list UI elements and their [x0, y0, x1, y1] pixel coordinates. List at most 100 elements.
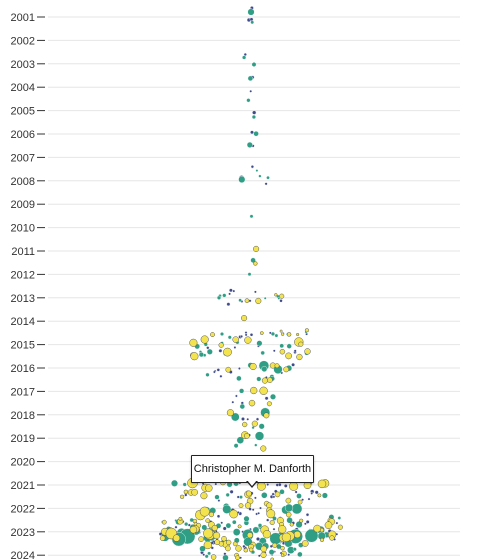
dot-navy-27-4[interactable] — [251, 508, 255, 512]
dot-navy-12-1[interactable] — [253, 290, 257, 294]
dot-yellow-19-3[interactable] — [285, 511, 292, 518]
dot-yellow-8-1[interactable] — [267, 377, 273, 383]
dot-yellow-16-6[interactable] — [205, 484, 213, 492]
dot-yellow-20-9[interactable] — [205, 518, 211, 523]
dot-teal-29-5[interactable] — [214, 494, 220, 500]
dot-teal-32-0[interactable] — [295, 521, 303, 529]
dot-teal-1-0[interactable] — [250, 20, 255, 25]
dot-navy-25-2[interactable] — [314, 490, 319, 495]
dot-yellow-25-3[interactable] — [272, 542, 278, 548]
dot-yellow-26-0[interactable] — [260, 545, 267, 553]
dot-teal-20-4[interactable] — [205, 372, 210, 377]
dot-navy-15-0[interactable] — [218, 348, 223, 353]
dot-yellow-27-0[interactable] — [260, 551, 267, 558]
dot-yellow-21-0[interactable] — [324, 521, 333, 530]
dot-teal-5-0[interactable] — [246, 98, 251, 103]
dot-yellow-23-1[interactable] — [198, 536, 204, 542]
dot-navy-36-4[interactable] — [257, 554, 261, 558]
dot-teal-29-6[interactable] — [321, 492, 328, 499]
dot-teal-31-0[interactable] — [286, 517, 293, 524]
dot-yellow-17-5[interactable] — [191, 488, 198, 496]
dot-teal-25-0[interactable] — [254, 431, 265, 441]
dot-teal-28-8[interactable] — [182, 482, 187, 487]
dot-teal-29-3[interactable] — [296, 493, 302, 499]
dot-teal-20-0[interactable] — [236, 375, 242, 382]
dot-yellow-26-2[interactable] — [243, 547, 249, 553]
dot-yellow-21-4[interactable] — [337, 524, 343, 530]
dot-teal-30-2[interactable] — [222, 504, 232, 514]
dot-navy-15-1[interactable] — [206, 346, 210, 350]
dot-yellow-20-6[interactable] — [269, 519, 275, 526]
dot-navy-12-2[interactable] — [228, 292, 232, 296]
dot-navy-26-3[interactable] — [307, 497, 311, 501]
dot-teal-37-0[interactable] — [222, 554, 229, 560]
dot-navy-27-2[interactable] — [259, 506, 262, 510]
dot-yellow-0-0[interactable] — [253, 245, 260, 252]
dot-yellow-23-8[interactable] — [203, 528, 214, 539]
dot-yellow-14-0[interactable] — [260, 445, 267, 452]
dot-teal-24-0[interactable] — [258, 423, 265, 430]
dot-teal-26-0[interactable] — [233, 443, 239, 449]
dot-navy-18-0[interactable] — [264, 396, 269, 401]
dot-yellow-21-6[interactable] — [211, 524, 218, 532]
dot-yellow-20-8[interactable] — [299, 518, 304, 523]
dot-teal-21-0[interactable] — [270, 393, 277, 400]
dot-navy-15-3[interactable] — [293, 349, 297, 353]
dot-teal-32-7[interactable] — [184, 521, 189, 527]
dot-teal-36-3[interactable] — [292, 547, 297, 552]
dot-yellow-24-5[interactable] — [172, 534, 181, 542]
dot-teal-31-3[interactable] — [272, 516, 277, 521]
dot-yellow-16-7[interactable] — [317, 479, 327, 489]
dot-yellow-4-2[interactable] — [296, 332, 300, 337]
dot-yellow-27-4[interactable] — [210, 554, 217, 560]
dot-yellow-23-6[interactable] — [246, 532, 253, 539]
dot-yellow-24-7[interactable] — [329, 535, 335, 541]
dot-yellow-18-5[interactable] — [297, 499, 303, 505]
dot-navy-29-7[interactable] — [335, 521, 339, 525]
dot-navy-14-6[interactable] — [244, 333, 248, 337]
dot-yellow-6-6[interactable] — [279, 348, 286, 355]
dot-yellow-2-1[interactable] — [244, 298, 250, 304]
dot-navy-28-6[interactable] — [305, 513, 310, 517]
dot-navy-14-3[interactable] — [239, 334, 243, 338]
dot-teal-29-4[interactable] — [279, 489, 285, 495]
dot-teal-0-0[interactable] — [247, 8, 255, 16]
dot-teal-32-4[interactable] — [201, 524, 208, 531]
dot-yellow-17-1[interactable] — [183, 489, 189, 495]
dot-yellow-4-0[interactable] — [210, 332, 215, 338]
dot-yellow-6-5[interactable] — [190, 352, 199, 361]
dot-teal-15-0[interactable] — [216, 295, 222, 300]
dot-teal-9-0[interactable] — [258, 174, 262, 178]
dot-yellow-11-1[interactable] — [263, 412, 270, 419]
dot-yellow-12-0[interactable] — [251, 420, 258, 427]
dot-yellow-6-3[interactable] — [304, 348, 311, 355]
dot-teal-31-9[interactable] — [243, 515, 250, 522]
dot-teal-29-1[interactable] — [239, 495, 243, 499]
dot-navy-16-4[interactable] — [216, 368, 221, 372]
dot-navy-24-0[interactable] — [283, 483, 288, 488]
dot-teal-3-0[interactable] — [251, 62, 257, 67]
dot-navy-15-5[interactable] — [233, 346, 237, 349]
dot-navy-5-0[interactable] — [249, 89, 253, 93]
dot-teal-15-1[interactable] — [238, 298, 242, 303]
dot-yellow-8-0[interactable] — [261, 377, 268, 384]
dot-teal-30-5[interactable] — [284, 503, 294, 513]
dot-navy-20-0[interactable] — [241, 417, 245, 421]
dot-navy-29-6[interactable] — [266, 518, 270, 522]
dot-navy-12-3[interactable] — [232, 289, 236, 293]
dot-yellow-27-3[interactable] — [280, 553, 285, 557]
dot-yellow-17-6[interactable] — [317, 493, 322, 498]
dot-teal-23-1[interactable] — [230, 412, 240, 422]
dot-teal-17-0[interactable] — [256, 340, 263, 347]
dot-yellow-24-1[interactable] — [226, 539, 232, 546]
dot-teal-19-3[interactable] — [261, 366, 268, 373]
dot-teal-20-1[interactable] — [256, 376, 262, 382]
dot-teal-4-0[interactable] — [247, 75, 254, 82]
dot-yellow-5-4[interactable] — [244, 336, 252, 344]
dot-yellow-19-2[interactable] — [208, 511, 215, 518]
dot-teal-15-3[interactable] — [277, 296, 281, 300]
dot-navy-16-0[interactable] — [291, 362, 295, 367]
dot-teal-22-0[interactable] — [239, 403, 246, 410]
dot-teal-37-5[interactable] — [297, 551, 303, 558]
dot-teal-37-4[interactable] — [204, 554, 209, 559]
